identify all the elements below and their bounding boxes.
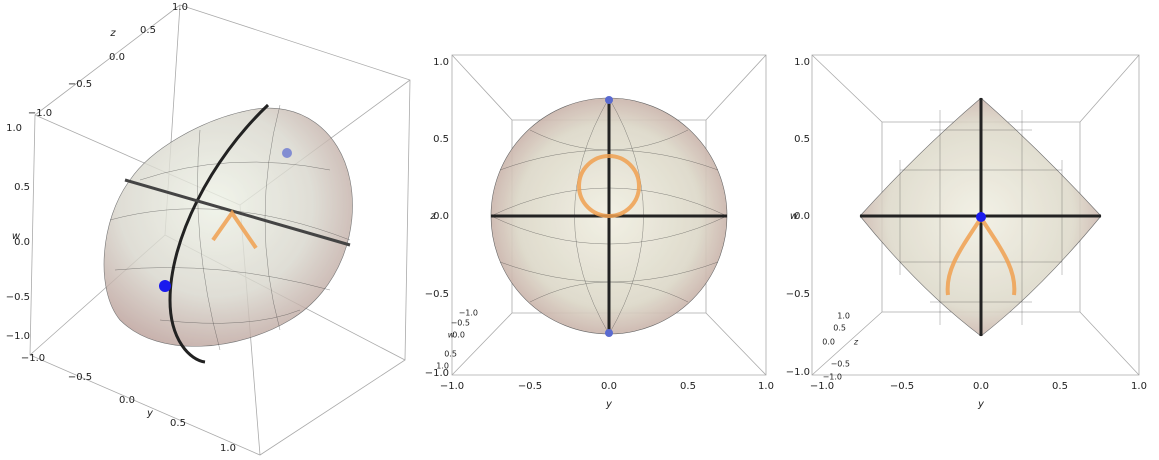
- tick-label: 1.0: [436, 362, 449, 371]
- orange-curve: [577, 154, 641, 218]
- tick-label: −1.0: [21, 353, 45, 364]
- tick-label: 1.0: [794, 57, 810, 68]
- tick-label: 1.0: [220, 443, 236, 454]
- panel-3: [811, 54, 1140, 376]
- axis-label: z: [429, 211, 436, 222]
- tick-label: 0.0: [822, 338, 835, 347]
- axis-label: z: [109, 28, 116, 39]
- tick-label: 0.0: [433, 211, 449, 222]
- tick-label: −0.5: [890, 381, 914, 392]
- point: [159, 280, 171, 292]
- tick-label: −1.0: [28, 108, 52, 119]
- surface: [103, 107, 353, 347]
- axis-label: y: [146, 408, 154, 419]
- tick-label: 0.5: [14, 182, 30, 193]
- tick-label: 0.0: [14, 237, 30, 248]
- tick-label: 1.0: [433, 57, 449, 68]
- tick-label: 1.0: [837, 312, 850, 321]
- tick-label: 0.0: [119, 395, 135, 406]
- tick-label: −1.0: [425, 368, 449, 379]
- tick-label: −0.5: [6, 292, 30, 303]
- tick-label: −0.5: [425, 289, 449, 300]
- tick-label: 1.0: [758, 381, 774, 392]
- bounding-box: [451, 54, 767, 376]
- tick-label: 0.0: [452, 331, 465, 340]
- axis-label: z: [853, 338, 859, 347]
- tick-label: 0.5: [433, 134, 449, 145]
- tick-label: 0.0: [973, 381, 989, 392]
- point: [282, 148, 292, 158]
- tick-label: −0.5: [831, 360, 850, 369]
- tick-label: −0.5: [68, 79, 92, 90]
- axis-label: w: [448, 331, 455, 340]
- tick-label: 0.0: [109, 52, 125, 63]
- tick-label: −1.0: [786, 367, 810, 378]
- tick-label: 0.5: [794, 134, 810, 145]
- tick-label: 0.0: [601, 381, 617, 392]
- orange-curve: [211, 209, 258, 250]
- tick-label: 1.0: [1131, 381, 1147, 392]
- axis-label: y: [605, 399, 613, 410]
- tick-label: 0.0: [794, 211, 810, 222]
- tick-label: −0.5: [68, 372, 92, 383]
- tick-label: −1.0: [440, 381, 464, 392]
- tick-label: 1.0: [172, 2, 188, 13]
- tick-label: −1.0: [823, 373, 842, 382]
- tick-label: −0.5: [451, 319, 470, 328]
- tick-label: 1.0: [6, 123, 22, 134]
- axis-label: w: [790, 211, 799, 222]
- great-circle: [168, 103, 270, 364]
- panel-2: [451, 54, 767, 376]
- tick-label: −0.5: [786, 289, 810, 300]
- tick-label: 0.5: [680, 381, 696, 392]
- point: [605, 329, 613, 337]
- axis-label: w: [12, 231, 21, 242]
- point: [605, 96, 613, 104]
- tick-label: 0.5: [1052, 381, 1068, 392]
- axis-line: [124, 178, 351, 247]
- tick-label: 0.5: [833, 324, 846, 333]
- axis-label: y: [977, 399, 985, 410]
- tick-label: 0.5: [444, 350, 457, 359]
- bounding-box: [811, 54, 1140, 376]
- tick-label: −1.0: [6, 331, 30, 342]
- orange-curve: [945, 216, 1017, 296]
- tick-label: −1.0: [459, 309, 478, 318]
- point: [976, 212, 986, 222]
- tick-label: −0.5: [518, 381, 542, 392]
- tick-label: 0.5: [140, 25, 156, 36]
- panel-1: [29, 4, 411, 456]
- tick-label: 0.5: [170, 418, 186, 429]
- tick-label: −1.0: [810, 381, 834, 392]
